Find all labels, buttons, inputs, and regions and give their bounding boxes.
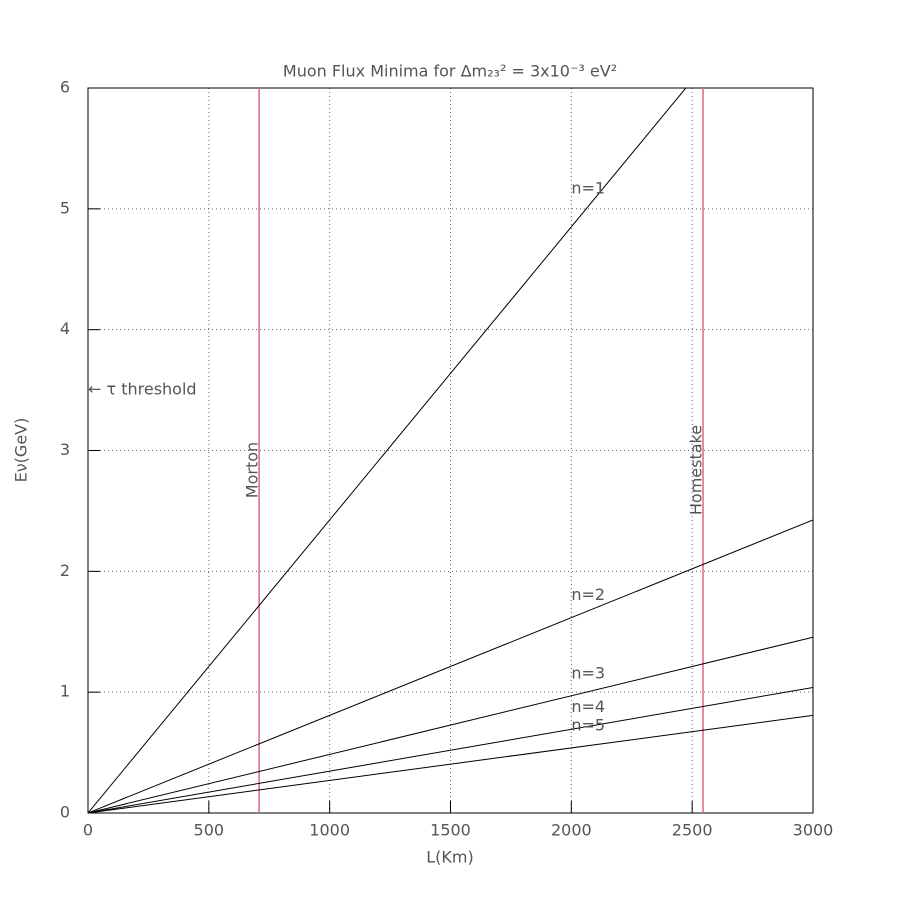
series-label: n=3 [571,663,605,682]
y-tick-label: 2 [60,561,70,580]
annotation: ← τ threshold [88,380,197,399]
x-axis-label: L(Km) [426,848,473,867]
y-tick-label: 6 [60,78,70,97]
plot-lines [88,88,813,813]
series-line [88,88,687,813]
detector-label: Morton [243,442,262,498]
series-label: n=4 [571,697,605,716]
x-tick-label: 2000 [551,821,592,840]
series-label: n=1 [571,178,605,197]
y-tick-label: 0 [60,803,70,822]
x-tick-label: 2500 [672,821,713,840]
series-line [88,519,813,813]
y-tick-label: 1 [60,682,70,701]
y-tick-label: 5 [60,198,70,217]
x-tick-label: 500 [194,821,225,840]
y-axis-label: Eν(GeV) [12,418,31,483]
chart-title: Muon Flux Minima for Δm₂₃² = 3x10⁻³ eV² [283,62,617,81]
x-tick-label: 1500 [430,821,471,840]
detector-label: Homestake [687,425,706,515]
y-tick-label: 4 [60,319,70,338]
x-tick-label: 3000 [793,821,834,840]
x-tick-label: 0 [83,821,93,840]
series-line [88,686,813,813]
series-label: n=5 [571,715,605,734]
x-tick-label: 1000 [309,821,350,840]
series-line [88,714,813,813]
y-tick-label: 3 [60,440,70,459]
series-label: n=2 [571,585,605,604]
series-line [88,636,813,813]
plot-frame [87,87,814,814]
